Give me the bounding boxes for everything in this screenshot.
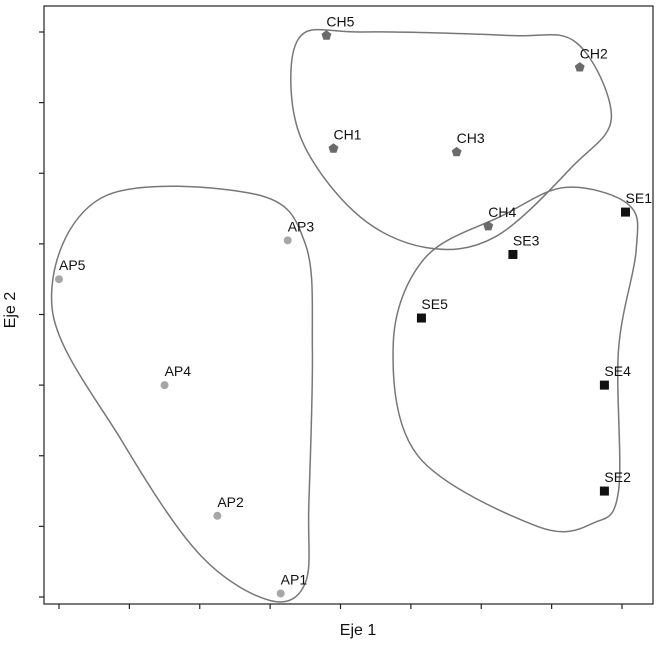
label-se3: SE3 (513, 232, 540, 248)
point-ch2 (574, 62, 585, 72)
point-labels: AP1 AP2 AP3 AP4 AP5 CH1 CH2 CH3 CH4 CH5 SE1 SE2 SE3 S… (59, 14, 652, 588)
x-axis-title: Eje 1 (340, 622, 377, 639)
point-ch5 (321, 30, 332, 40)
point-se4 (599, 380, 609, 390)
label-se5: SE5 (421, 296, 448, 312)
axes (39, 5, 654, 609)
label-se2: SE2 (604, 469, 631, 485)
point-ch3 (451, 146, 462, 157)
label-ap5: AP5 (59, 257, 86, 273)
label-ap2: AP2 (217, 494, 244, 510)
point-ap4 (160, 381, 169, 390)
label-ap4: AP4 (165, 363, 192, 379)
label-ch2: CH2 (580, 45, 608, 61)
label-ap3: AP3 (288, 218, 315, 234)
point-ap2 (213, 511, 222, 520)
cluster-outline-ap (50, 185, 314, 603)
point-se5 (416, 313, 426, 323)
plot-frame (43, 5, 654, 605)
point-se2 (599, 486, 609, 496)
point-se3 (508, 249, 518, 259)
point-ap5 (55, 275, 63, 284)
cluster-outlines (50, 28, 639, 603)
label-ch1: CH1 (333, 127, 361, 143)
label-se4: SE4 (604, 363, 631, 379)
point-ch4 (483, 221, 494, 231)
label-ch3: CH3 (457, 130, 485, 146)
data-points (55, 30, 631, 598)
cluster-outline-se (392, 186, 639, 533)
y-axis-title: Eje 2 (2, 292, 19, 329)
point-ch1 (328, 143, 339, 153)
label-ch4: CH4 (488, 204, 516, 220)
point-ap3 (283, 236, 292, 245)
cluster-outline-ch (290, 28, 613, 251)
label-ch5: CH5 (326, 14, 354, 30)
point-se1 (621, 207, 631, 217)
label-ap1: AP1 (281, 571, 308, 587)
point-ap1 (276, 589, 285, 598)
label-se1: SE1 (626, 190, 653, 206)
